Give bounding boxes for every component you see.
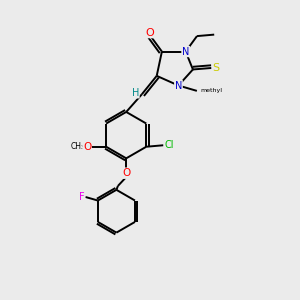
Text: Cl: Cl (164, 140, 174, 150)
Text: H: H (132, 88, 139, 98)
Text: O: O (122, 168, 130, 178)
Text: N: N (182, 46, 189, 57)
Text: methyl: methyl (200, 88, 222, 93)
Text: N: N (175, 80, 182, 91)
Text: O: O (146, 28, 154, 38)
Text: O: O (83, 142, 91, 152)
Text: S: S (212, 63, 220, 73)
Text: CH₃: CH₃ (70, 142, 84, 151)
Text: F: F (79, 192, 85, 202)
